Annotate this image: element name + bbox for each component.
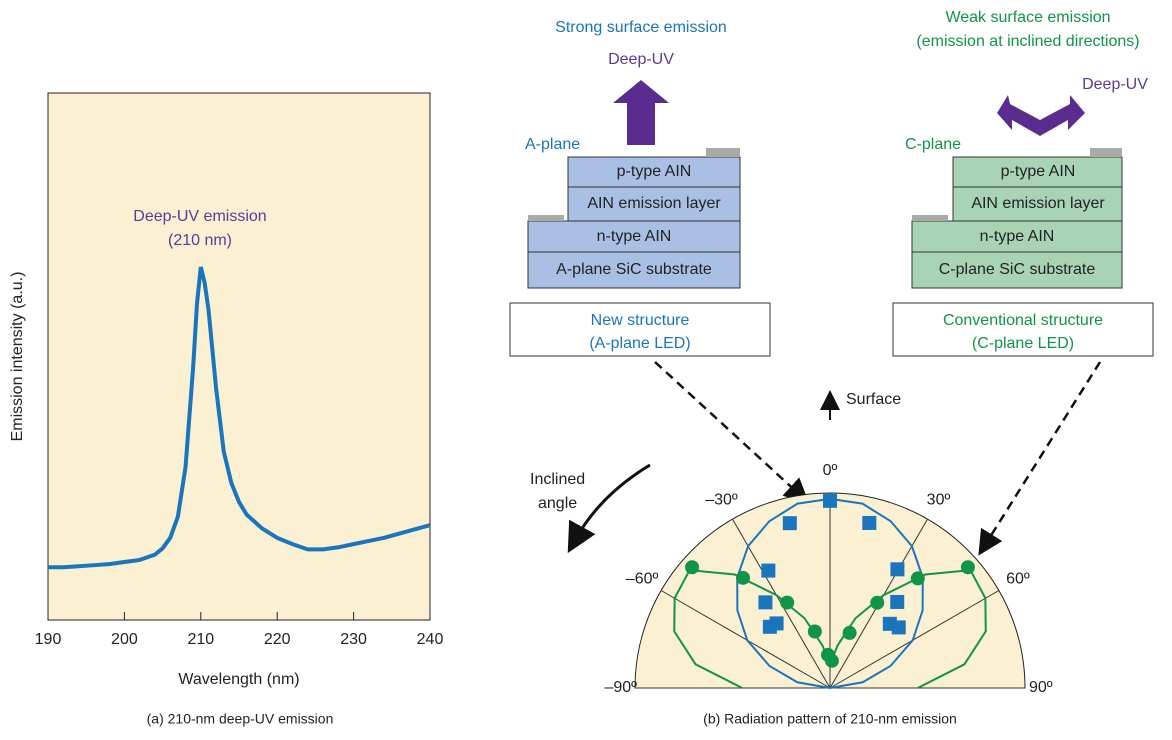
data-point: [808, 624, 822, 638]
arrow-label: Deep-UV: [1082, 76, 1148, 93]
data-point: [758, 595, 772, 609]
angle-label: Inclined: [530, 471, 585, 488]
layer-label: n-type AIN: [597, 228, 672, 245]
plane-label: C-plane: [905, 136, 961, 153]
layer-label: AIN emission layer: [587, 195, 721, 212]
x-tick-label: 240: [417, 631, 444, 648]
x-tick-label: 210: [187, 631, 214, 648]
layer-label: AIN emission layer: [971, 195, 1105, 212]
layer-label: n-type AIN: [980, 228, 1055, 245]
layer-label: C-plane SiC substrate: [939, 261, 1096, 278]
box-label: (A-plane LED): [589, 335, 690, 352]
annotation: (210 nm): [168, 232, 232, 249]
contact: [912, 215, 948, 221]
y-axis-label: Emission intensity (a.u.): [9, 272, 26, 442]
caption: (b) Radiation pattern of 210-nm emission: [703, 711, 957, 727]
pointer: [985, 362, 1100, 545]
box-label: Conventional structure: [943, 312, 1103, 329]
angle-label: –90º: [604, 679, 637, 696]
box-label: New structure: [591, 312, 690, 329]
x-axis-label: Wavelength (nm): [178, 671, 299, 688]
data-point: [870, 596, 884, 610]
surface-label: Surface: [846, 391, 901, 408]
heading: Strong surface emission: [555, 19, 727, 36]
emission-arrow: [997, 95, 1085, 136]
data-point: [825, 654, 839, 668]
data-point: [961, 560, 975, 574]
angle-arrow: [575, 465, 650, 540]
angle-label: 90º: [1029, 679, 1053, 696]
x-tick-label: 190: [35, 631, 62, 648]
data-point: [862, 516, 876, 530]
emission-arrow: [613, 80, 669, 145]
contact: [528, 215, 564, 221]
angle-label: –60º: [626, 571, 659, 588]
x-tick-label: 230: [340, 631, 367, 648]
arrow-label: Deep-UV: [608, 51, 674, 68]
data-point: [783, 516, 797, 530]
layer-label: p-type AIN: [617, 163, 692, 180]
heading: Weak surface emission: [945, 9, 1110, 26]
data-point: [780, 596, 794, 610]
box-label: (C-plane LED): [972, 335, 1074, 352]
angle-label: 60º: [1006, 571, 1030, 588]
data-point: [823, 494, 837, 508]
data-point: [761, 564, 775, 578]
contact: [706, 148, 740, 157]
data-point: [736, 571, 750, 585]
data-point: [770, 616, 784, 630]
data-point: [911, 571, 925, 585]
heading: (emission at inclined directions): [916, 33, 1139, 50]
x-tick-label: 220: [264, 631, 291, 648]
layer-label: A-plane SiC substrate: [556, 261, 712, 278]
figure: Strong surface emission Deep-UV A-plane …: [0, 0, 1172, 735]
layer-label: p-type AIN: [1001, 163, 1076, 180]
x-tick-label: 200: [111, 631, 138, 648]
caption: (a) 210-nm deep-UV emission: [147, 711, 334, 727]
plane-label: A-plane: [525, 136, 580, 153]
angle-label: angle: [538, 495, 577, 512]
data-point: [890, 595, 904, 609]
data-point: [685, 560, 699, 574]
contact: [1090, 148, 1122, 157]
annotation: Deep-UV emission: [133, 208, 266, 225]
data-point: [843, 626, 857, 640]
angle-label: 30º: [927, 491, 951, 508]
pointer: [655, 362, 800, 495]
data-point: [890, 562, 904, 576]
angle-label: –30º: [705, 491, 738, 508]
data-point: [892, 620, 906, 634]
angle-label: 0º: [823, 462, 838, 479]
